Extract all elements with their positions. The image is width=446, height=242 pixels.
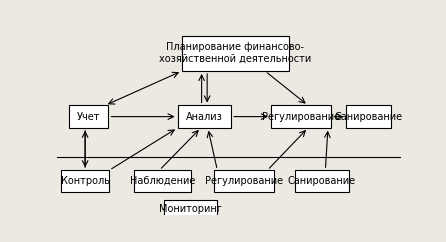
Text: Планирование финансово-
хозяйственной деятельности: Планирование финансово- хозяйственной де…	[159, 42, 312, 64]
FancyBboxPatch shape	[295, 170, 349, 192]
FancyBboxPatch shape	[164, 200, 217, 218]
FancyBboxPatch shape	[214, 170, 274, 192]
Text: Учет: Учет	[77, 112, 100, 122]
Text: Мониторинг: Мониторинг	[159, 204, 222, 214]
Text: Санирование: Санирование	[334, 112, 403, 122]
Text: Регулирование: Регулирование	[205, 176, 283, 186]
Text: Регулирование: Регулирование	[262, 112, 340, 122]
Text: Контроль: Контроль	[61, 176, 110, 186]
FancyBboxPatch shape	[61, 170, 109, 192]
FancyBboxPatch shape	[69, 106, 108, 128]
FancyBboxPatch shape	[178, 106, 231, 128]
Text: Наблюдение: Наблюдение	[130, 176, 196, 186]
FancyBboxPatch shape	[134, 170, 191, 192]
FancyBboxPatch shape	[271, 106, 331, 128]
Text: Санирование: Санирование	[288, 176, 356, 186]
FancyBboxPatch shape	[182, 36, 289, 71]
FancyBboxPatch shape	[346, 106, 391, 128]
Text: Анализ: Анализ	[186, 112, 223, 122]
